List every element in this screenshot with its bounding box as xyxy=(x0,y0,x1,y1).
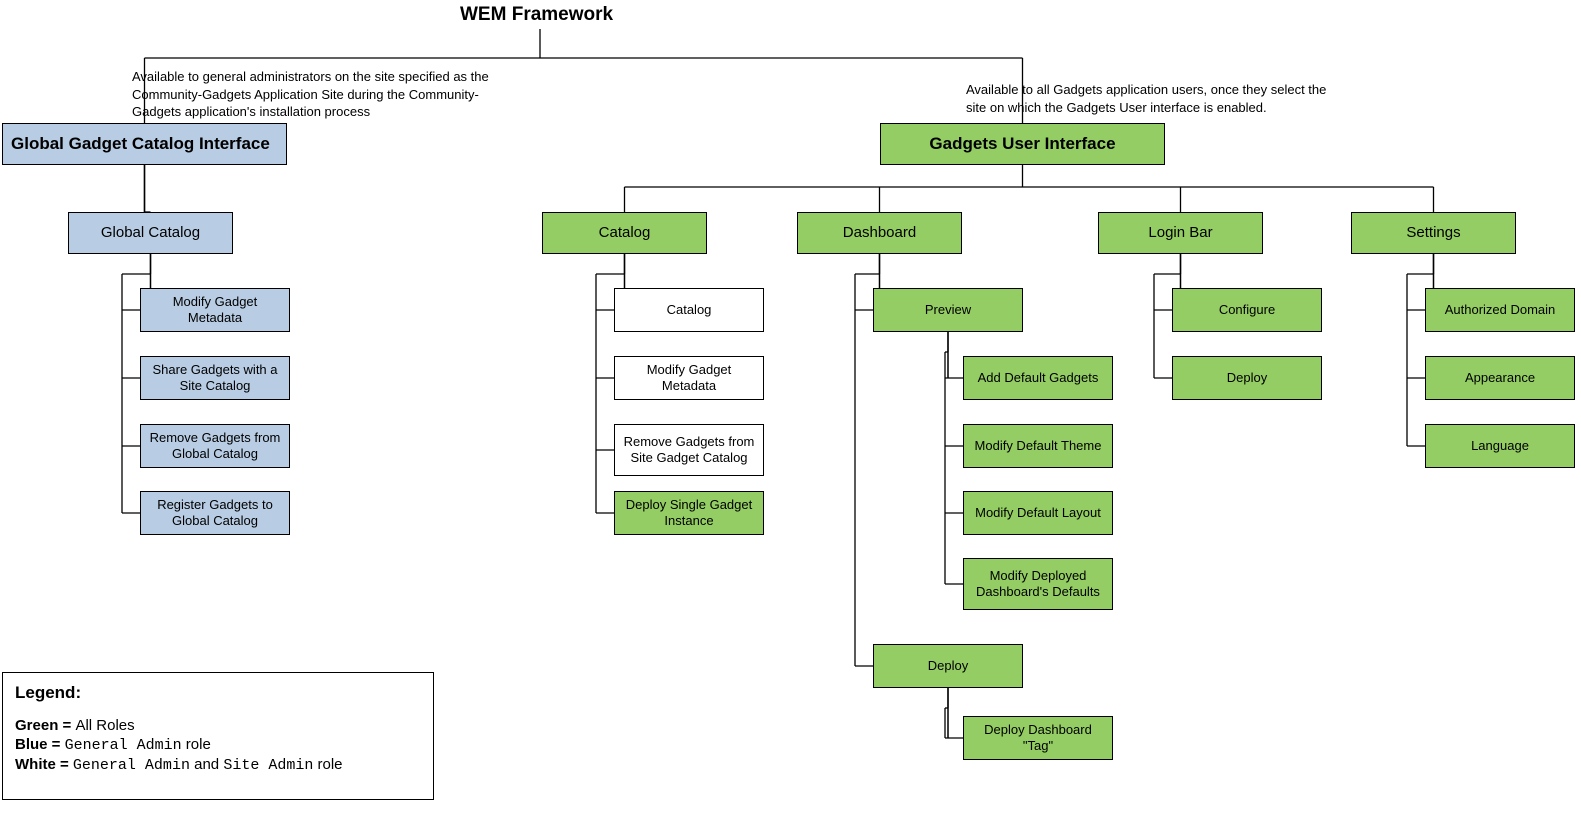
legend-line: White = General Admin and Site Admin rol… xyxy=(15,756,421,774)
node-label: Settings xyxy=(1358,224,1509,243)
node-label: Modify Gadget Metadata xyxy=(147,294,283,327)
node-gui: Gadgets User Interface xyxy=(880,123,1165,165)
legend-value-mono: General Admin xyxy=(73,757,190,774)
legend-line: Blue = General Admin role xyxy=(15,736,421,754)
node-gc4: Register Gadgets to Global Catalog xyxy=(140,491,290,535)
legend-value-mono: General Admin xyxy=(65,737,182,754)
description-text: Available to general administrators on t… xyxy=(132,68,492,121)
node-label: Dashboard xyxy=(804,224,955,243)
node-label: Modify Deployed Dashboard's Defaults xyxy=(970,568,1106,601)
legend-box: Legend: Green = All Roles Blue = General … xyxy=(2,672,434,800)
node-dd1: Deploy Dashboard "Tag" xyxy=(963,716,1113,760)
node-label: Remove Gadgets from Global Catalog xyxy=(147,430,283,463)
node-label: Login Bar xyxy=(1105,224,1256,243)
node-label: Catalog xyxy=(621,302,757,318)
node-gc3: Remove Gadgets from Global Catalog xyxy=(140,424,290,468)
legend-value: All Roles xyxy=(75,717,134,734)
node-label: Preview xyxy=(880,302,1016,318)
node-prev: Preview xyxy=(873,288,1023,332)
node-pv1: Add Default Gadgets xyxy=(963,356,1113,400)
node-pv2: Modify Default Theme xyxy=(963,424,1113,468)
legend-key: Blue = xyxy=(15,736,65,753)
node-label: Appearance xyxy=(1432,370,1568,386)
node-cat2: Modify Gadget Metadata xyxy=(614,356,764,400)
node-cat3: Remove Gadgets from Site Gadget Catalog xyxy=(614,424,764,476)
node-st2: Appearance xyxy=(1425,356,1575,400)
node-ggci: Global Gadget Catalog Interface xyxy=(2,123,287,165)
node-label: Share Gadgets with a Site Catalog xyxy=(147,362,283,395)
legend-mid: and xyxy=(190,756,223,773)
node-label: Add Default Gadgets xyxy=(970,370,1106,386)
node-pv3: Modify Default Layout xyxy=(963,491,1113,535)
node-label: Global Gadget Catalog Interface xyxy=(11,133,280,154)
description-text: Available to all Gadgets application use… xyxy=(966,81,1336,116)
legend-suffix: role xyxy=(182,736,211,753)
node-label: Deploy Single Gadget Instance xyxy=(621,497,757,530)
node-label: Register Gadgets to Global Catalog xyxy=(147,497,283,530)
node-label: Modify Gadget Metadata xyxy=(621,362,757,395)
node-st3: Language xyxy=(1425,424,1575,468)
node-label: Language xyxy=(1432,438,1568,454)
node-cat1: Catalog xyxy=(614,288,764,332)
node-gc2: Share Gadgets with a Site Catalog xyxy=(140,356,290,400)
legend-title: Legend: xyxy=(15,683,421,703)
legend-line: Green = All Roles xyxy=(15,717,421,734)
node-lb1: Configure xyxy=(1172,288,1322,332)
node-gc: Global Catalog xyxy=(68,212,233,254)
node-pv4: Modify Deployed Dashboard's Defaults xyxy=(963,558,1113,610)
node-set: Settings xyxy=(1351,212,1516,254)
node-gc1: Modify Gadget Metadata xyxy=(140,288,290,332)
node-dep: Deploy xyxy=(873,644,1023,688)
node-label: Global Catalog xyxy=(75,224,226,243)
node-cat: Catalog xyxy=(542,212,707,254)
node-label: Remove Gadgets from Site Gadget Catalog xyxy=(621,434,757,467)
legend-suffix: role xyxy=(313,756,342,773)
node-label: Deploy xyxy=(880,658,1016,674)
node-label: Configure xyxy=(1179,302,1315,318)
node-label: Deploy xyxy=(1179,370,1315,386)
node-label: Deploy Dashboard "Tag" xyxy=(970,722,1106,755)
node-lb2: Deploy xyxy=(1172,356,1322,400)
node-label: Authorized Domain xyxy=(1432,302,1568,318)
diagram-title: WEM Framework xyxy=(460,4,613,26)
legend-key: White = xyxy=(15,756,73,773)
node-label: Modify Default Layout xyxy=(970,505,1106,521)
legend-key: Green = xyxy=(15,717,75,734)
node-dash: Dashboard xyxy=(797,212,962,254)
legend-lines: Green = All Roles Blue = General Admin ro… xyxy=(15,717,421,774)
legend-value-mono: Site Admin xyxy=(223,757,313,774)
node-label: Modify Default Theme xyxy=(970,438,1106,454)
node-lbar: Login Bar xyxy=(1098,212,1263,254)
node-cat4: Deploy Single Gadget Instance xyxy=(614,491,764,535)
node-label: Gadgets User Interface xyxy=(887,133,1158,154)
node-st1: Authorized Domain xyxy=(1425,288,1575,332)
node-label: Catalog xyxy=(549,224,700,243)
